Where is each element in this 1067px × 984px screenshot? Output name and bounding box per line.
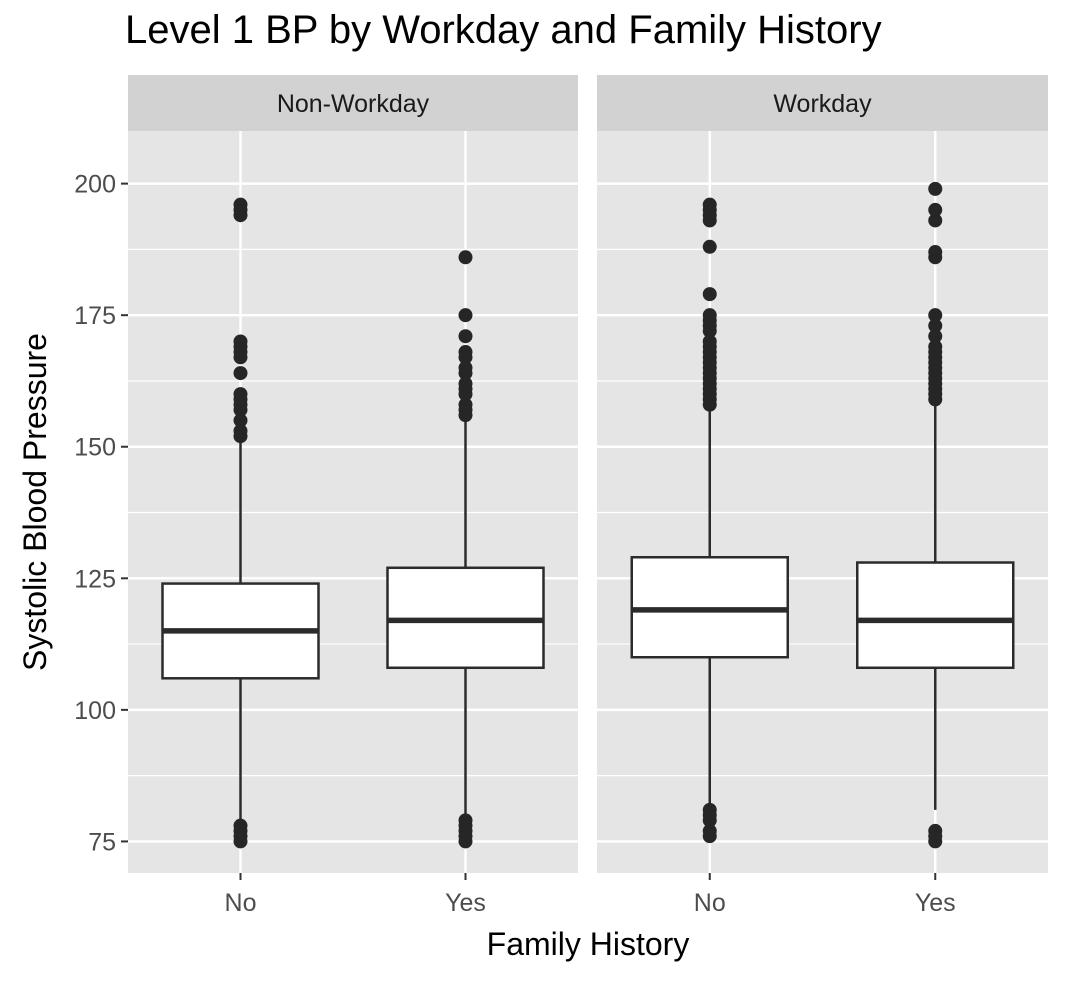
outlier-point bbox=[458, 308, 473, 323]
outlier-point bbox=[233, 366, 248, 381]
outlier-point bbox=[928, 308, 943, 323]
panel-background-workday bbox=[597, 131, 1048, 873]
outlier-point bbox=[928, 329, 943, 344]
outlier-point bbox=[702, 287, 717, 302]
x-axis-title: Family History bbox=[487, 926, 690, 962]
outlier-point bbox=[233, 413, 248, 428]
y-tick-label: 200 bbox=[74, 171, 116, 199]
x-tick-label: Yes bbox=[915, 889, 956, 917]
outlier-point bbox=[702, 197, 717, 212]
facet-strip-workday bbox=[597, 75, 1048, 131]
x-tick-label: Yes bbox=[445, 889, 486, 917]
facet-label-non-workday: Non-Workday bbox=[277, 90, 430, 118]
outlier-point bbox=[928, 245, 943, 260]
outlier-point bbox=[458, 397, 473, 412]
outlier-point bbox=[458, 813, 473, 828]
y-tick-label: 125 bbox=[74, 565, 116, 593]
outlier-point bbox=[928, 181, 943, 196]
outlier-point bbox=[702, 239, 717, 254]
box-workday-yes bbox=[856, 561, 1015, 670]
chart-title: Level 1 BP by Workday and Family History bbox=[125, 8, 882, 52]
y-tick-label: 100 bbox=[74, 697, 116, 725]
outlier-point bbox=[702, 334, 717, 349]
outlier-point bbox=[233, 423, 248, 438]
y-axis-title: Systolic Blood Pressure bbox=[17, 333, 53, 671]
panel-background-non-workday bbox=[128, 131, 578, 873]
facet-label-workday: Workday bbox=[773, 90, 872, 118]
y-tick-label: 175 bbox=[74, 302, 116, 330]
outlier-point bbox=[458, 250, 473, 265]
outlier-point bbox=[928, 318, 943, 333]
outlier-point bbox=[233, 387, 248, 402]
outlier-point bbox=[458, 329, 473, 344]
outlier-point bbox=[458, 376, 473, 391]
y-tick-label: 150 bbox=[74, 434, 116, 462]
outlier-point bbox=[233, 818, 248, 833]
outlier-point bbox=[458, 360, 473, 375]
outlier-point bbox=[233, 197, 248, 212]
outlier-point bbox=[702, 802, 717, 817]
outlier-point bbox=[458, 345, 473, 360]
x-tick-label: No bbox=[225, 889, 257, 917]
y-tick-label: 75 bbox=[88, 828, 116, 856]
facet-strip-non-workday bbox=[128, 75, 578, 131]
x-tick-label: No bbox=[694, 889, 726, 917]
outlier-point bbox=[928, 202, 943, 217]
outlier-point bbox=[233, 334, 248, 349]
outlier-point bbox=[928, 823, 943, 838]
outlier-point bbox=[928, 339, 943, 354]
outlier-point bbox=[702, 308, 717, 323]
outlier-point bbox=[928, 213, 943, 228]
outlier-point bbox=[702, 823, 717, 838]
